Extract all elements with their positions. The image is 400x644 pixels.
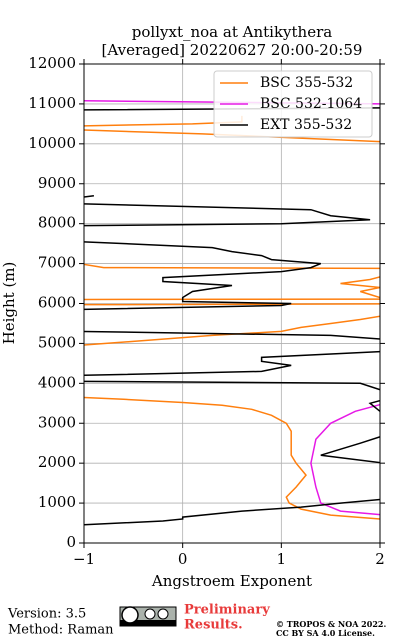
x-tick-label: 0 bbox=[178, 550, 188, 568]
y-tick-label: 1000 bbox=[38, 493, 76, 511]
method: Method: Raman bbox=[8, 623, 114, 638]
y-tick-label: 12000 bbox=[28, 54, 76, 72]
y-tick-label: 9000 bbox=[38, 174, 76, 192]
cc-logo bbox=[119, 606, 177, 627]
legend-label: EXT 355-532 bbox=[260, 117, 352, 133]
x-tick-label: 1 bbox=[277, 550, 287, 568]
y-tick-label: 11000 bbox=[28, 94, 76, 112]
version: Version: 3.5 bbox=[7, 607, 86, 622]
x-tick-label: 2 bbox=[375, 550, 385, 568]
x-tick-label: −1 bbox=[73, 550, 95, 568]
copyright: CC BY SA 4.0 License. bbox=[276, 628, 375, 638]
y-tick-label: 4000 bbox=[38, 373, 76, 391]
series-line bbox=[84, 107, 380, 526]
y-tick-label: 7000 bbox=[38, 254, 76, 272]
x-axis-label: Angstroem Exponent bbox=[151, 572, 312, 590]
y-tick-label: 0 bbox=[66, 533, 76, 551]
chart-title: [Averaged] 20220627 20:00-20:59 bbox=[102, 41, 363, 59]
y-tick-label: 5000 bbox=[38, 333, 76, 351]
y-tick-label: 6000 bbox=[38, 294, 76, 312]
copyright: © TROPOS & NOA 2022. bbox=[276, 619, 386, 629]
chart-title: pollyxt_noa at Antikythera bbox=[132, 23, 332, 41]
y-tick-label: 2000 bbox=[38, 453, 76, 471]
legend-label: BSC 532-1064 bbox=[260, 96, 362, 112]
series-line bbox=[84, 115, 380, 520]
y-tick-label: 10000 bbox=[28, 134, 76, 152]
status: Results. bbox=[184, 618, 243, 633]
y-tick-label: 8000 bbox=[38, 214, 76, 232]
y-axis-label: Height (m) bbox=[0, 262, 18, 345]
plot-frame bbox=[83, 63, 381, 544]
legend-label: BSC 355-532 bbox=[260, 75, 353, 91]
plot-area bbox=[84, 100, 380, 526]
status: Preliminary bbox=[184, 603, 270, 618]
legend-box bbox=[213, 70, 373, 138]
y-tick-label: 3000 bbox=[38, 413, 76, 431]
